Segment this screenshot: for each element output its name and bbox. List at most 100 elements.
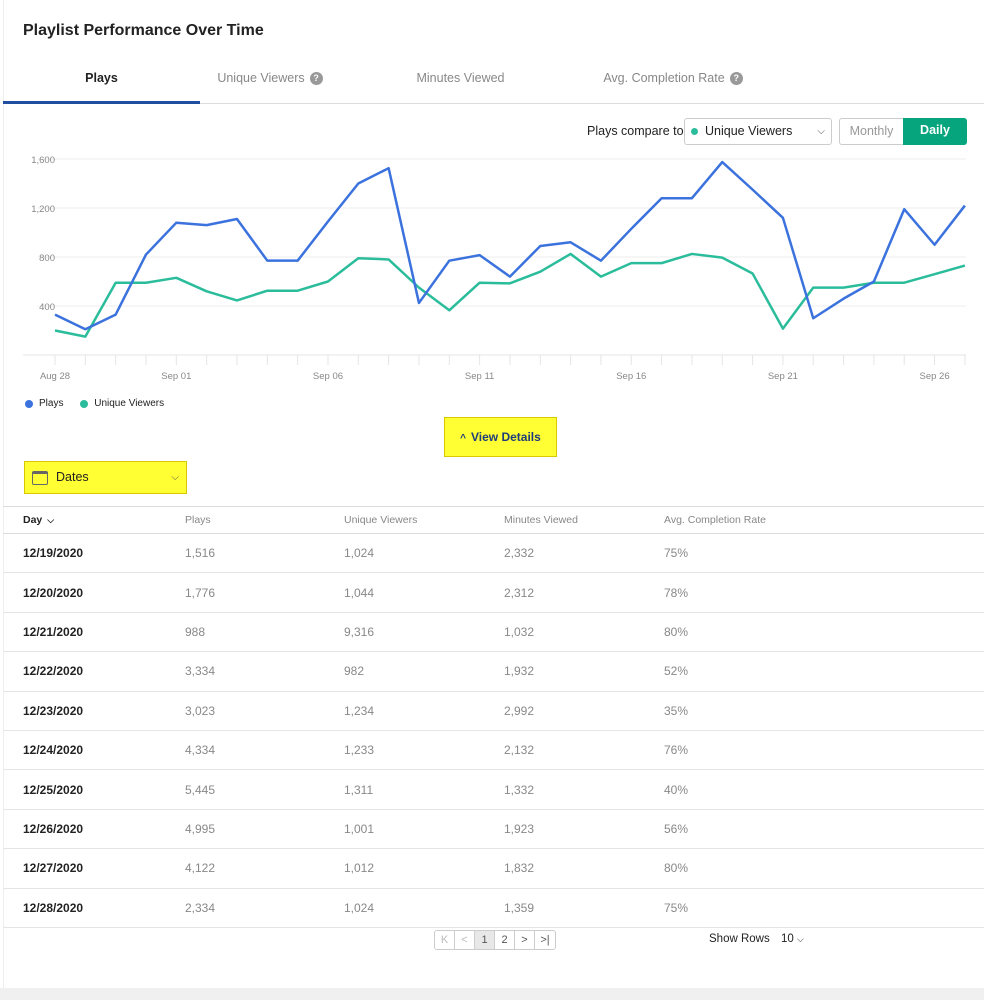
dates-label: Dates bbox=[56, 470, 89, 484]
tab-avg-completion-rate[interactable]: Avg. Completion Rate? bbox=[588, 60, 758, 104]
unique-legend-dot bbox=[80, 399, 89, 408]
legend-label: Plays bbox=[39, 398, 64, 409]
table-row: 12/21/2020 988 9,316 1,032 80% bbox=[3, 612, 984, 653]
table-cell: 4,995 bbox=[185, 809, 344, 850]
view-details-label: View Details bbox=[471, 430, 541, 444]
calendar-icon bbox=[32, 471, 48, 485]
daily-toggle[interactable]: Daily bbox=[903, 118, 967, 145]
table-cell: 1,932 bbox=[504, 651, 664, 692]
table-cell: 52% bbox=[664, 651, 984, 692]
table-row: 12/19/2020 1,516 1,024 2,332 75% bbox=[3, 533, 984, 574]
header-label: Minutes Viewed bbox=[504, 514, 578, 526]
page-1-button[interactable]: 1 bbox=[475, 931, 495, 949]
plays-series-line bbox=[54, 160, 966, 331]
tab-minutes-viewed[interactable]: Minutes Viewed bbox=[393, 60, 528, 104]
first-page-button[interactable]: K bbox=[435, 931, 455, 949]
table-cell: 1,012 bbox=[344, 848, 504, 889]
x-tick-label: Sep 11 bbox=[465, 371, 494, 382]
table-cell: 1,923 bbox=[504, 809, 664, 850]
monthly-toggle[interactable]: Monthly bbox=[839, 118, 903, 145]
header-label: Avg. Completion Rate bbox=[664, 514, 766, 526]
table-cell: 80% bbox=[664, 612, 984, 653]
rows-value: 10 bbox=[781, 933, 794, 945]
table-row: 12/27/2020 4,122 1,012 1,832 80% bbox=[3, 848, 984, 889]
x-tick-label: Sep 21 bbox=[768, 371, 798, 382]
table-cell: 12/28/2020 bbox=[3, 888, 185, 928]
table-cell: 56% bbox=[664, 809, 984, 850]
table-cell: 12/26/2020 bbox=[3, 809, 185, 850]
table-cell: 1,001 bbox=[344, 809, 504, 850]
details-table: Day ⌵ Plays Unique Viewers Minutes Viewed Avg… bbox=[3, 506, 984, 928]
sort-chevron-icon[interactable]: ⌵ bbox=[47, 515, 55, 525]
compare-label: Plays compare to bbox=[587, 124, 684, 138]
table-cell: 1,516 bbox=[185, 533, 344, 574]
series-color-dot bbox=[691, 128, 698, 135]
column-header: Minutes Viewed bbox=[504, 506, 664, 534]
page-2-button[interactable]: 2 bbox=[495, 931, 515, 949]
table-cell: 1,024 bbox=[344, 533, 504, 574]
x-tick-label: Sep 26 bbox=[920, 371, 950, 382]
header-label: Plays bbox=[185, 514, 211, 526]
column-header: Avg. Completion Rate bbox=[664, 506, 984, 534]
last-page-button[interactable]: >| bbox=[540, 934, 550, 946]
help-icon[interactable]: ? bbox=[729, 72, 743, 86]
rows-per-page-select[interactable]: 10 ⌵ bbox=[781, 933, 804, 945]
table-cell: 75% bbox=[664, 888, 984, 928]
view-details-button[interactable]: ^ View Details bbox=[444, 417, 557, 457]
chevron-down-icon: ⌵ bbox=[797, 934, 804, 944]
table-cell: 12/23/2020 bbox=[3, 691, 185, 731]
table-cell: 12/20/2020 bbox=[3, 572, 185, 613]
compare-value: Unique Viewers bbox=[705, 124, 793, 138]
table-cell: 40% bbox=[664, 769, 984, 810]
compare-select[interactable]: Unique Viewers ⌵ bbox=[684, 118, 832, 145]
tab-unique-viewers[interactable]: Unique Viewers? bbox=[200, 60, 340, 104]
table-cell: 1,032 bbox=[504, 612, 664, 653]
tab-label: Avg. Completion Rate bbox=[603, 71, 725, 85]
x-tick-label: Aug 28 bbox=[40, 371, 70, 382]
table-cell: 1,233 bbox=[344, 730, 504, 771]
table-cell: 982 bbox=[344, 651, 504, 692]
y-tick-label: 400 bbox=[39, 302, 55, 313]
table-cell: 4,334 bbox=[185, 730, 344, 771]
table-cell: 9,316 bbox=[344, 612, 504, 653]
table-row: 12/26/2020 4,995 1,001 1,923 56% bbox=[3, 809, 984, 850]
table-cell: 78% bbox=[664, 572, 984, 613]
table-cell: 75% bbox=[664, 533, 984, 574]
dates-filter-dropdown[interactable]: Dates ⌵ bbox=[24, 461, 187, 494]
tab-label: Minutes Viewed bbox=[416, 71, 505, 85]
table-row: 12/25/2020 5,445 1,311 1,332 40% bbox=[3, 769, 984, 810]
page-footer-band bbox=[0, 988, 984, 1000]
table-row: 12/20/2020 1,776 1,044 2,312 78% bbox=[3, 572, 984, 613]
prev-page-button[interactable]: < bbox=[455, 931, 475, 949]
tab-label: Unique Viewers bbox=[217, 71, 305, 85]
legend-label: Unique Viewers bbox=[94, 398, 165, 409]
table-cell: 76% bbox=[664, 730, 984, 771]
table-header-row: Day ⌵ Plays Unique Viewers Minutes Viewed Avg… bbox=[3, 506, 984, 534]
table-cell: 2,312 bbox=[504, 572, 664, 613]
table-row: 12/22/2020 3,334 982 1,932 52% bbox=[3, 651, 984, 692]
table-cell: 2,332 bbox=[504, 533, 664, 574]
table-cell: 4,122 bbox=[185, 848, 344, 889]
table-cell: 1,311 bbox=[344, 769, 504, 810]
table-cell: 5,445 bbox=[185, 769, 344, 810]
table-cell: 3,023 bbox=[185, 691, 344, 731]
table-cell: 1,044 bbox=[344, 572, 504, 613]
tab-plays[interactable]: Plays bbox=[3, 60, 200, 104]
table-cell: 988 bbox=[185, 612, 344, 653]
table-cell: 2,992 bbox=[504, 691, 664, 731]
plays-legend-dot bbox=[25, 399, 33, 408]
table-cell: 12/19/2020 bbox=[3, 533, 185, 574]
table-cell: 1,332 bbox=[504, 769, 664, 810]
y-tick-label: 1,200 bbox=[31, 204, 55, 215]
show-rows-label: Show Rows bbox=[709, 933, 770, 945]
x-tick-label: Sep 06 bbox=[313, 371, 343, 382]
column-header[interactable]: Day ⌵ bbox=[3, 506, 185, 534]
next-page-button[interactable]: > bbox=[515, 931, 535, 949]
table-row: 12/28/2020 2,334 1,024 1,359 75% bbox=[3, 888, 984, 928]
header-label: Day bbox=[23, 514, 43, 526]
table-cell: 12/25/2020 bbox=[3, 769, 185, 810]
table-row: 12/23/2020 3,023 1,234 2,992 35% bbox=[3, 691, 984, 731]
y-tick-label: 1,600 bbox=[31, 155, 55, 166]
table-cell: 2,334 bbox=[185, 888, 344, 928]
help-icon[interactable]: ? bbox=[309, 72, 323, 86]
